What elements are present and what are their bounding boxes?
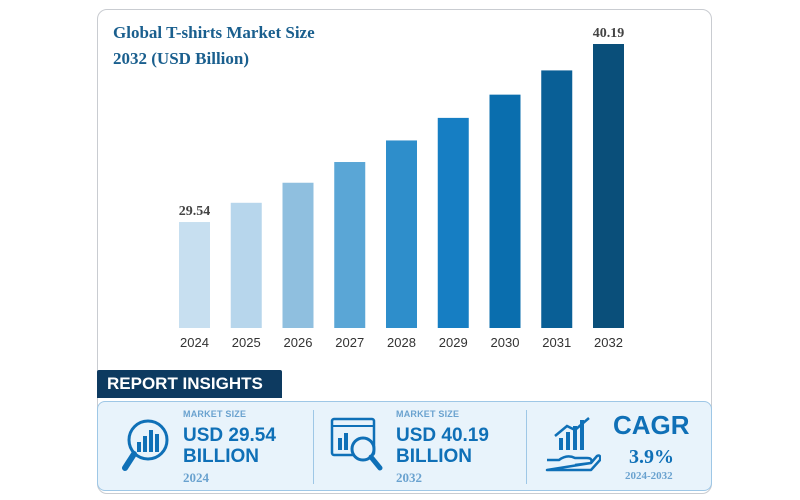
- bar-2030: [489, 94, 521, 328]
- data-label-2032: 40.19: [593, 26, 625, 41]
- market-size-label: MARKET SIZE: [183, 409, 247, 419]
- market-size-label: MARKET SIZE: [396, 409, 460, 419]
- x-tick-label: 2024: [180, 335, 209, 350]
- bar-2026: [282, 182, 314, 328]
- chart-title-line-2: 2032 (USD Billion): [113, 49, 250, 68]
- x-tick-label: 2028: [387, 335, 416, 350]
- market-size-value: USD 40.19: [396, 425, 489, 446]
- x-tick-label: 2026: [284, 335, 313, 350]
- cagr-label: CAGR: [613, 410, 690, 440]
- market-size-year: 2032: [396, 470, 422, 485]
- bar-chart: 2024 29.54 2025 2026 2027 2028 2029 2030 2031 203…: [179, 26, 625, 350]
- bar-2032: [593, 44, 624, 328]
- market-size-unit: BILLION: [396, 446, 472, 467]
- x-tick-label: 2029: [439, 335, 468, 350]
- bar-2027: [334, 162, 366, 328]
- insights-divider: [313, 410, 314, 484]
- x-tick-label: 2027: [335, 335, 364, 350]
- cagr-period: 2024-2032: [625, 470, 673, 482]
- market-size-2024-box: MARKET SIZE USD 29.54 BILLION 2024: [98, 402, 313, 490]
- chart-title: Global T-shirts Market Size 2032 (USD Bi…: [113, 20, 413, 72]
- chart-magnifier-icon: [122, 419, 169, 471]
- x-tick-label: 2025: [232, 335, 261, 350]
- chart-title-line-1: Global T-shirts Market Size: [113, 23, 315, 42]
- report-insights-panel: MARKET SIZE USD 29.54 BILLION 2024 MARKE…: [97, 401, 712, 491]
- bar-2031: [541, 70, 573, 328]
- data-label-2024: 29.54: [179, 204, 211, 219]
- x-tick-label: 2030: [491, 335, 520, 350]
- cagr-value: 3.9%: [629, 446, 674, 468]
- cagr-box: CAGR 3.9% 2024-2032: [527, 402, 712, 490]
- report-insights-heading: REPORT INSIGHTS: [97, 370, 282, 398]
- bar-2028: [386, 140, 417, 328]
- market-size-value: USD 29.54: [183, 425, 276, 446]
- market-size-2032-box: MARKET SIZE USD 40.19 BILLION 2032: [314, 402, 526, 490]
- insights-divider: [526, 410, 527, 484]
- bar-2024: [179, 222, 210, 328]
- x-tick-label: 2031: [542, 335, 571, 350]
- market-size-unit: BILLION: [183, 446, 259, 467]
- report-analysis-icon: [330, 417, 383, 471]
- bar-2029: [437, 117, 469, 329]
- growth-hand-icon: [545, 417, 601, 472]
- bar-2025: [230, 202, 262, 328]
- market-size-year: 2024: [183, 470, 209, 485]
- x-tick-label: 2032: [594, 335, 623, 350]
